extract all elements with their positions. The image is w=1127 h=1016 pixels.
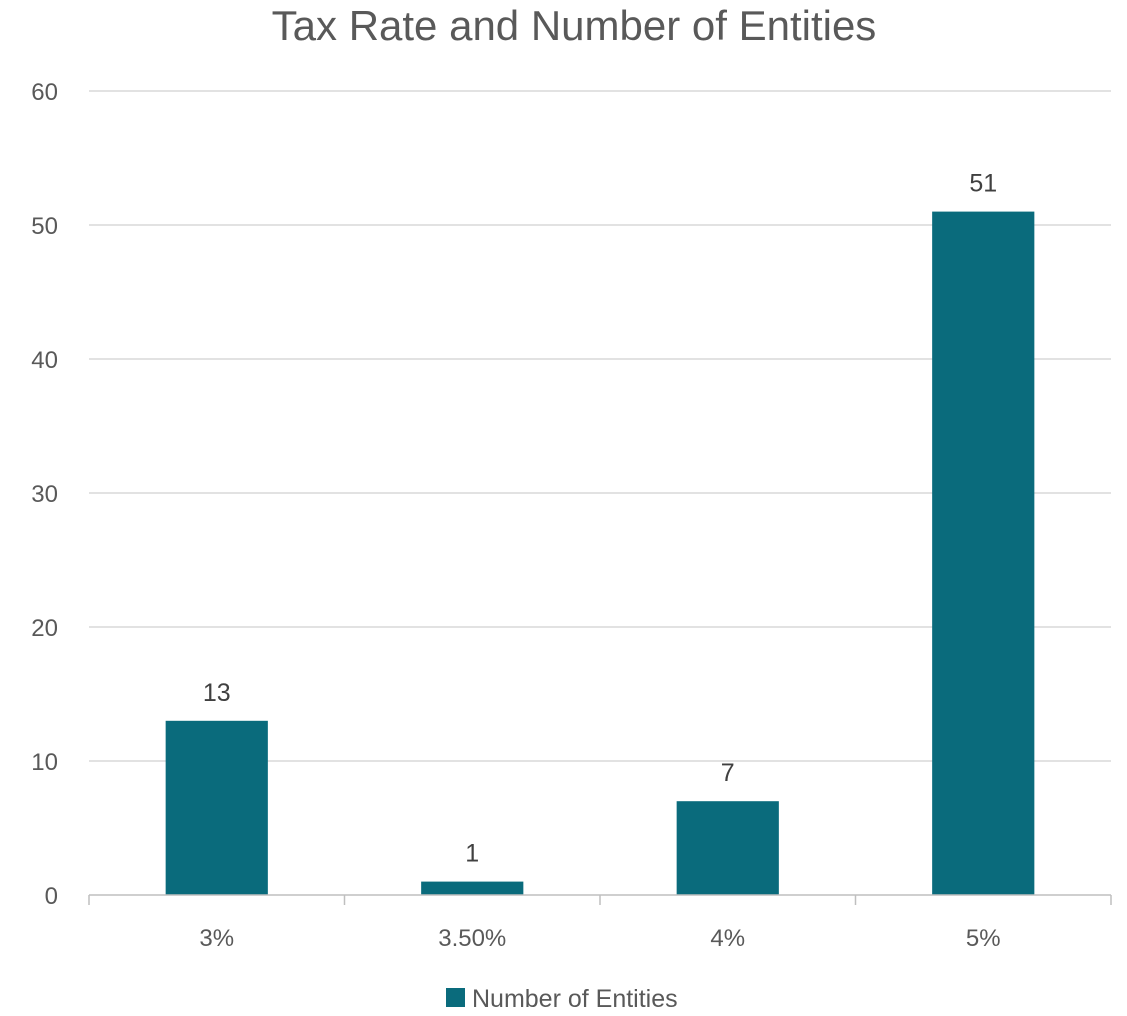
y-tick-label: 0 xyxy=(45,883,58,910)
data-label: 7 xyxy=(721,759,735,787)
data-label: 1 xyxy=(465,840,479,868)
data-labels: 13 1 7 51 xyxy=(203,170,997,868)
y-tick-label: 40 xyxy=(31,347,58,374)
x-tick-label: 5% xyxy=(966,925,1001,952)
x-axis: 3% 3.50% 4% 5% xyxy=(88,894,1112,952)
x-tick-label: 3% xyxy=(199,925,234,952)
y-tick-label: 20 xyxy=(31,615,58,642)
legend: Number of Entities xyxy=(446,985,678,1013)
y-tick-label: 10 xyxy=(31,749,58,776)
x-tick-label: 4% xyxy=(710,925,745,952)
y-tick-label: 50 xyxy=(31,213,58,240)
legend-label: Number of Entities xyxy=(472,985,678,1013)
bars xyxy=(165,211,1035,896)
bar xyxy=(932,211,1035,896)
chart-title: Tax Rate and Number of Entities xyxy=(272,2,877,49)
data-label: 13 xyxy=(203,679,231,707)
x-tick-label: 3.50% xyxy=(438,925,506,952)
bar xyxy=(421,881,524,895)
y-tick-label: 60 xyxy=(31,79,58,106)
y-tick-label: 30 xyxy=(31,481,58,508)
y-axis: 0 10 20 30 40 50 60 xyxy=(31,79,58,910)
bar xyxy=(676,801,779,895)
data-label: 51 xyxy=(969,170,997,198)
legend-swatch xyxy=(446,988,465,1007)
bar xyxy=(165,720,268,895)
